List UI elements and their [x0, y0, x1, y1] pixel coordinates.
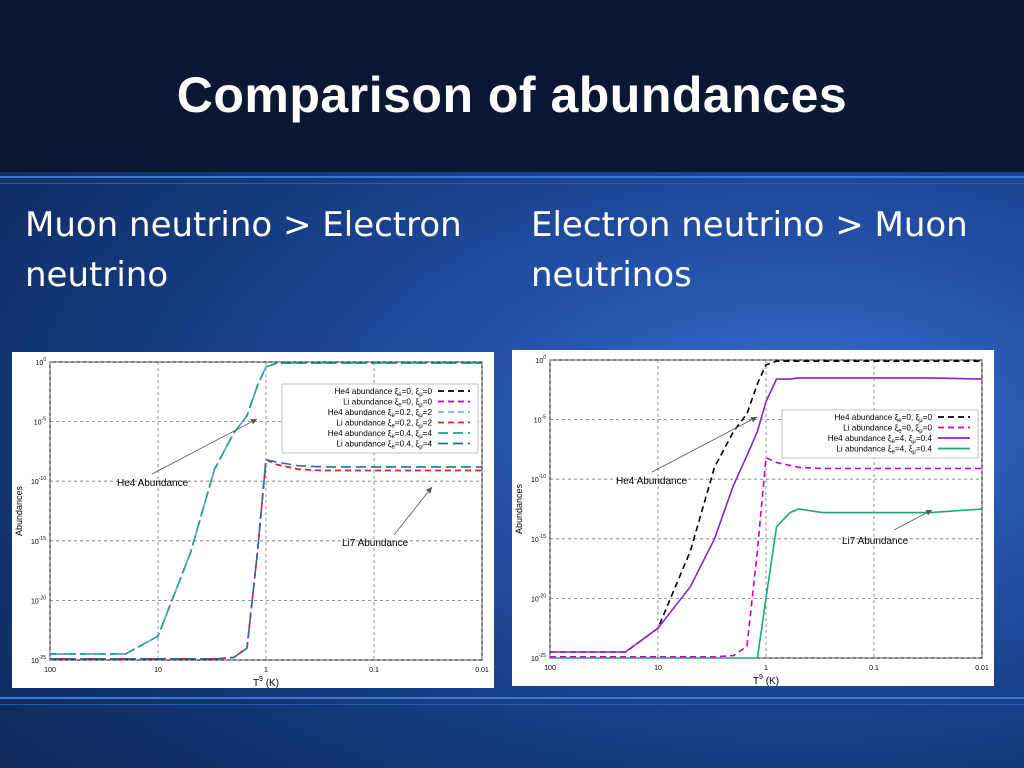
y-tick-label: 10-20 — [531, 593, 546, 603]
right-abundance-chart-panel: 100 10 1 0.1 0.01 100 10-5 10-10 10-15 10-20 10-25… — [512, 350, 994, 686]
y-tick-label: 10-15 — [531, 534, 546, 544]
divider-bottom — [0, 697, 1024, 699]
annotation-li7: Li7 Abundance — [342, 538, 409, 549]
divider-top — [0, 176, 1024, 178]
y-axis-label: Abundances — [514, 483, 524, 534]
divider-bottom-thin — [0, 704, 1024, 705]
arrow-head — [250, 419, 257, 425]
x-tick-label: 1 — [264, 667, 268, 674]
x-tick-label: 0.01 — [475, 667, 489, 674]
annotation-he4: He4 Abundance — [616, 476, 688, 487]
y-tick-label: 10-5 — [34, 417, 46, 427]
legend-entry: Li abundance ξe=0.4, ξμ=4 — [336, 440, 432, 451]
annotation-he4: He4 Abundance — [117, 478, 189, 489]
x-tick-label: 1 — [764, 665, 768, 672]
left-chart-panel: 100 10 1 0.1 0.01 100 10-5 10-10 10-15 10-20 10-25… — [12, 352, 494, 688]
annotation-li7: Li7 Abundance — [842, 536, 909, 547]
legend-entry: Li abundance ξe=0, ξμ=0 — [343, 398, 432, 409]
y-tick-label: 10-15 — [31, 536, 46, 546]
slide-title: Comparison of abundances — [176, 67, 848, 123]
y-tick-label: 10-25 — [31, 655, 46, 665]
x-tick-label: 10 — [654, 665, 662, 672]
y-axis-label: Abundances — [14, 485, 24, 536]
arrow-head — [750, 417, 757, 423]
y-tick-label: 10-5 — [534, 415, 546, 425]
x-tick-label: 0.1 — [869, 665, 879, 672]
legend-entry: He4 abundance ξe=0.2, ξμ=2 — [328, 408, 433, 419]
x-tick-label: 100 — [544, 665, 556, 672]
arrow-head — [925, 510, 932, 516]
x-axis-label: T9 (K) — [253, 676, 279, 688]
x-tick-label: 10 — [154, 667, 162, 674]
y-tick-label: 100 — [535, 355, 546, 365]
legend-box — [781, 409, 979, 459]
legend-entry: He4 abundance ξe=0, ξμ=0 — [335, 387, 433, 398]
y-tick-label: 10-25 — [531, 653, 546, 663]
series-line — [50, 458, 482, 660]
title-band — [0, 0, 1024, 172]
arrow-head — [425, 487, 432, 494]
y-tick-label: 10-10 — [531, 474, 546, 484]
legend-entry: Li abundance ξe=0.2, ξμ=2 — [336, 419, 432, 430]
left-column-heading: Muon neutrino > Electron neutrino — [25, 205, 462, 295]
series-line — [550, 456, 982, 658]
y-tick-label: 10-10 — [31, 476, 46, 486]
y-tick-label: 100 — [35, 357, 46, 367]
legend-entry: Li abundance ξe=0, ξμ=0 — [843, 424, 932, 435]
legend-box — [281, 383, 479, 454]
arrow-he4 — [651, 416, 758, 473]
arrow-li7 — [893, 509, 933, 531]
series-line — [50, 362, 482, 655]
divider-top-thin — [0, 183, 1024, 184]
y-tick-label: 10-20 — [31, 595, 46, 605]
legend-entry: Li abundance ξe=4, ξμ=0.4 — [836, 445, 932, 456]
x-tick-label: 0.1 — [369, 667, 379, 674]
series-line — [550, 508, 983, 659]
x-axis-label: T9 (K) — [753, 674, 779, 686]
x-tick-label: 0.01 — [975, 665, 989, 672]
legend-entry: He4 abundance ξe=4, ξμ=0.4 — [828, 434, 933, 445]
arrow-he4 — [151, 418, 258, 475]
legend-entry: He4 abundance ξe=0, ξμ=0 — [835, 413, 933, 424]
x-tick-label: 100 — [44, 667, 56, 674]
legend-entry: He4 abundance ξe=0.4, ξμ=4 — [328, 429, 433, 440]
series-line — [550, 377, 983, 653]
right-column-heading: Electron neutrino > Muon neutrinos — [531, 205, 968, 295]
left-abundance-chart: 100 10 1 0.1 0.01 100 10-5 10-10 10-15 10-20 10-25… — [14, 357, 489, 688]
arrow-li7 — [393, 486, 433, 536]
right-abundance-chart: 100 10 1 0.1 0.01 100 10-5 10-10 10-15 10-20 10-25… — [514, 355, 989, 686]
